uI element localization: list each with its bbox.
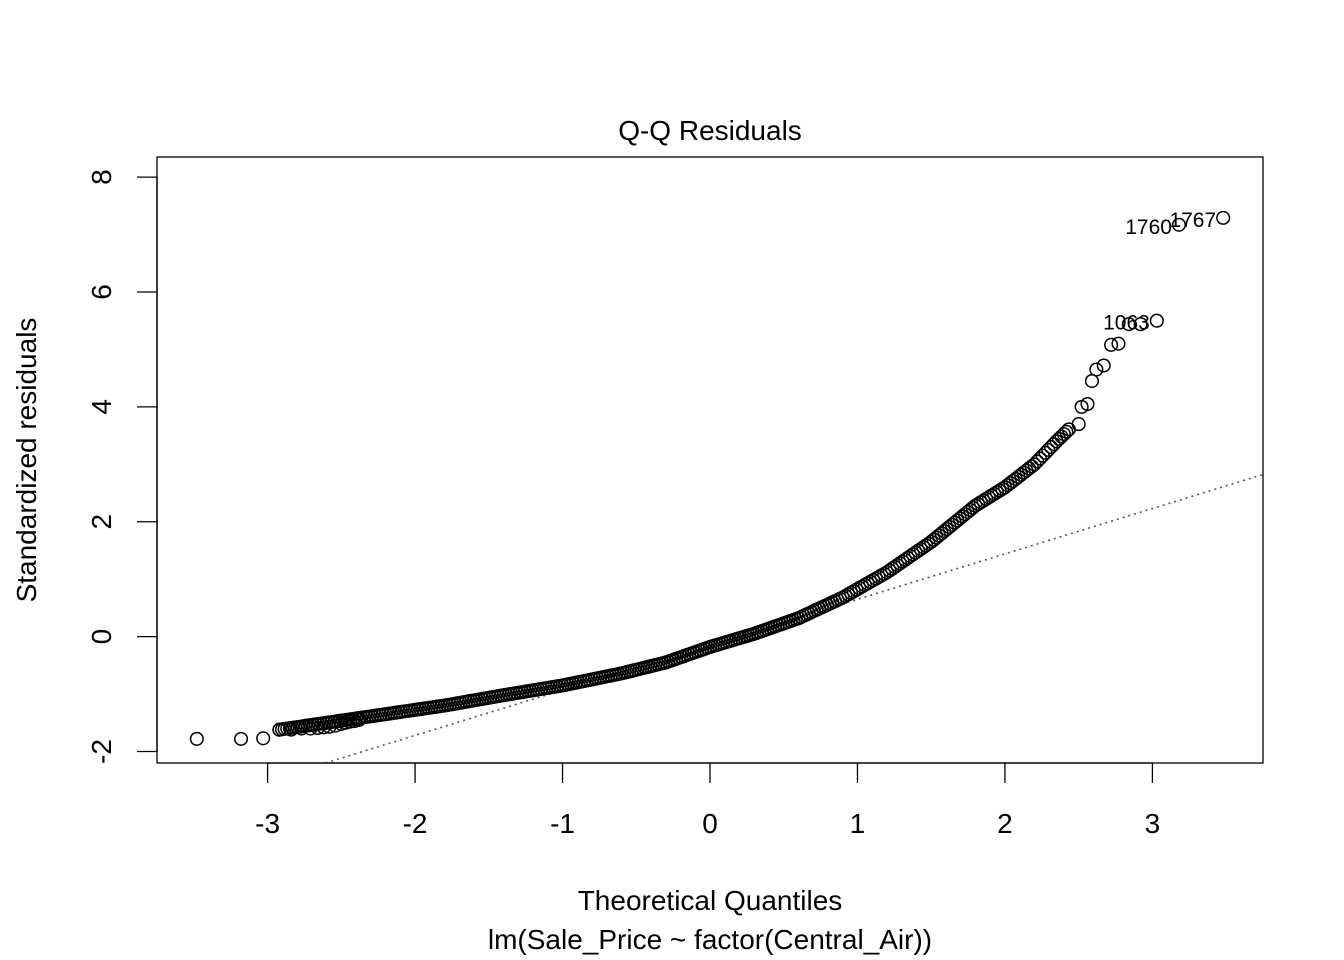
reference-line-layer — [325, 473, 1264, 764]
data-point — [1133, 317, 1148, 332]
y-tick-label: 4 — [86, 399, 117, 415]
data-point — [1046, 437, 1061, 452]
points-layer — [189, 210, 1231, 746]
data-point — [1096, 358, 1111, 373]
y-axis: -2 0 2 4 6 8 — [86, 169, 158, 764]
data-point — [1054, 429, 1069, 444]
data-point — [1049, 434, 1064, 449]
data-point — [1149, 313, 1164, 328]
point-label: 1760 — [1125, 216, 1172, 239]
x-tick-label: 1 — [850, 808, 866, 839]
data-point — [1171, 217, 1186, 232]
x-axis: -3 -2 -1 0 1 2 3 — [255, 762, 1161, 839]
data-point — [1089, 362, 1104, 377]
data-point — [1121, 317, 1136, 332]
data-point — [1084, 373, 1099, 389]
point-label: 1063 — [1103, 312, 1150, 335]
y-axis-label: Standardized residuals — [11, 318, 42, 603]
x-axis-subtitle: lm(Sale_Price ~ factor(Central_Air)) — [488, 924, 932, 955]
data-point — [1216, 210, 1231, 225]
x-tick-label: 2 — [997, 808, 1013, 839]
x-tick-label: 0 — [702, 808, 718, 839]
y-tick-label: 2 — [86, 514, 117, 530]
data-point — [234, 731, 249, 746]
x-tick-label: -2 — [403, 808, 428, 839]
x-tick-label: -1 — [550, 808, 575, 839]
chart-title: Q-Q Residuals — [618, 115, 802, 146]
data-point — [1061, 422, 1076, 437]
reference-line — [325, 473, 1264, 764]
plot-frame — [156, 156, 1264, 764]
data-point — [1051, 431, 1067, 446]
x-axis-label: Theoretical Quantiles — [578, 885, 843, 916]
y-tick-label: 8 — [86, 169, 117, 185]
data-point — [1111, 336, 1126, 351]
data-point — [1080, 396, 1095, 412]
data-point — [1059, 424, 1074, 439]
point-label: 1767 — [1169, 209, 1216, 232]
data-point — [1071, 417, 1086, 432]
x-tick-label: 3 — [1145, 808, 1161, 839]
data-point — [1104, 337, 1119, 352]
data-point — [189, 731, 204, 746]
y-tick-label: 6 — [86, 284, 117, 300]
data-point — [256, 731, 271, 746]
y-tick-label: 0 — [86, 629, 117, 645]
y-tick-label: -2 — [86, 739, 117, 764]
x-tick-label: -3 — [255, 808, 280, 839]
data-point — [1056, 427, 1071, 442]
